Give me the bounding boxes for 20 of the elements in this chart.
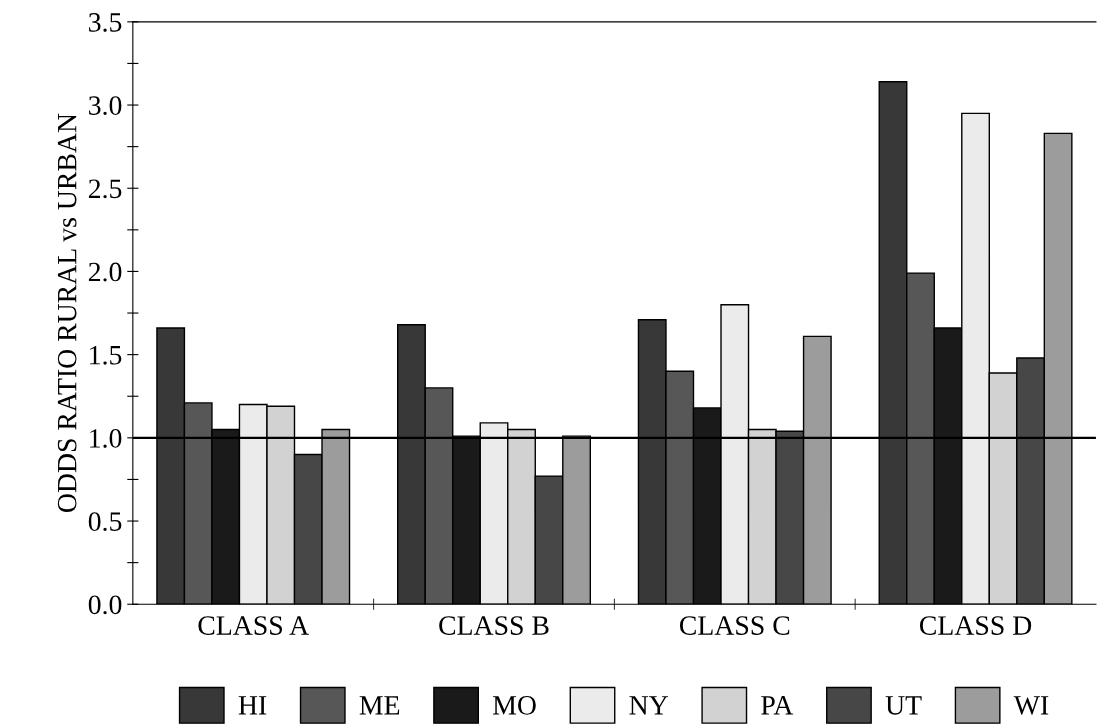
y-tick-label: 1.5 <box>90 345 122 365</box>
y-tick-label: 3.5 <box>89 13 122 32</box>
legend-label: WI <box>1013 696 1049 715</box>
y-axis-title: ODDS RATIO RURAL vs URBAN <box>57 113 77 513</box>
legend-label: ME <box>359 696 400 715</box>
y-tick-label: 2.5 <box>88 179 122 199</box>
x-tick-label: CLASS A <box>198 616 309 635</box>
legend-label: HI <box>238 696 267 715</box>
x-tick-label: CLASS C <box>679 616 790 635</box>
legend-label: UT <box>885 696 922 715</box>
text: 0.0 <box>88 595 122 615</box>
y-tick-label: 1.0 <box>90 429 122 448</box>
x-tick-label: CLASS D <box>919 616 1032 635</box>
legend-label: NY <box>629 696 669 715</box>
y-tick-label: 2.0 <box>88 262 122 282</box>
legend-label: PA <box>761 696 794 715</box>
y-tick-label: 3.0 <box>89 96 122 116</box>
legend-label: MO <box>493 696 536 715</box>
y-tick-label: 0.5 <box>88 512 122 532</box>
x-tick-label: CLASS B <box>439 616 549 635</box>
